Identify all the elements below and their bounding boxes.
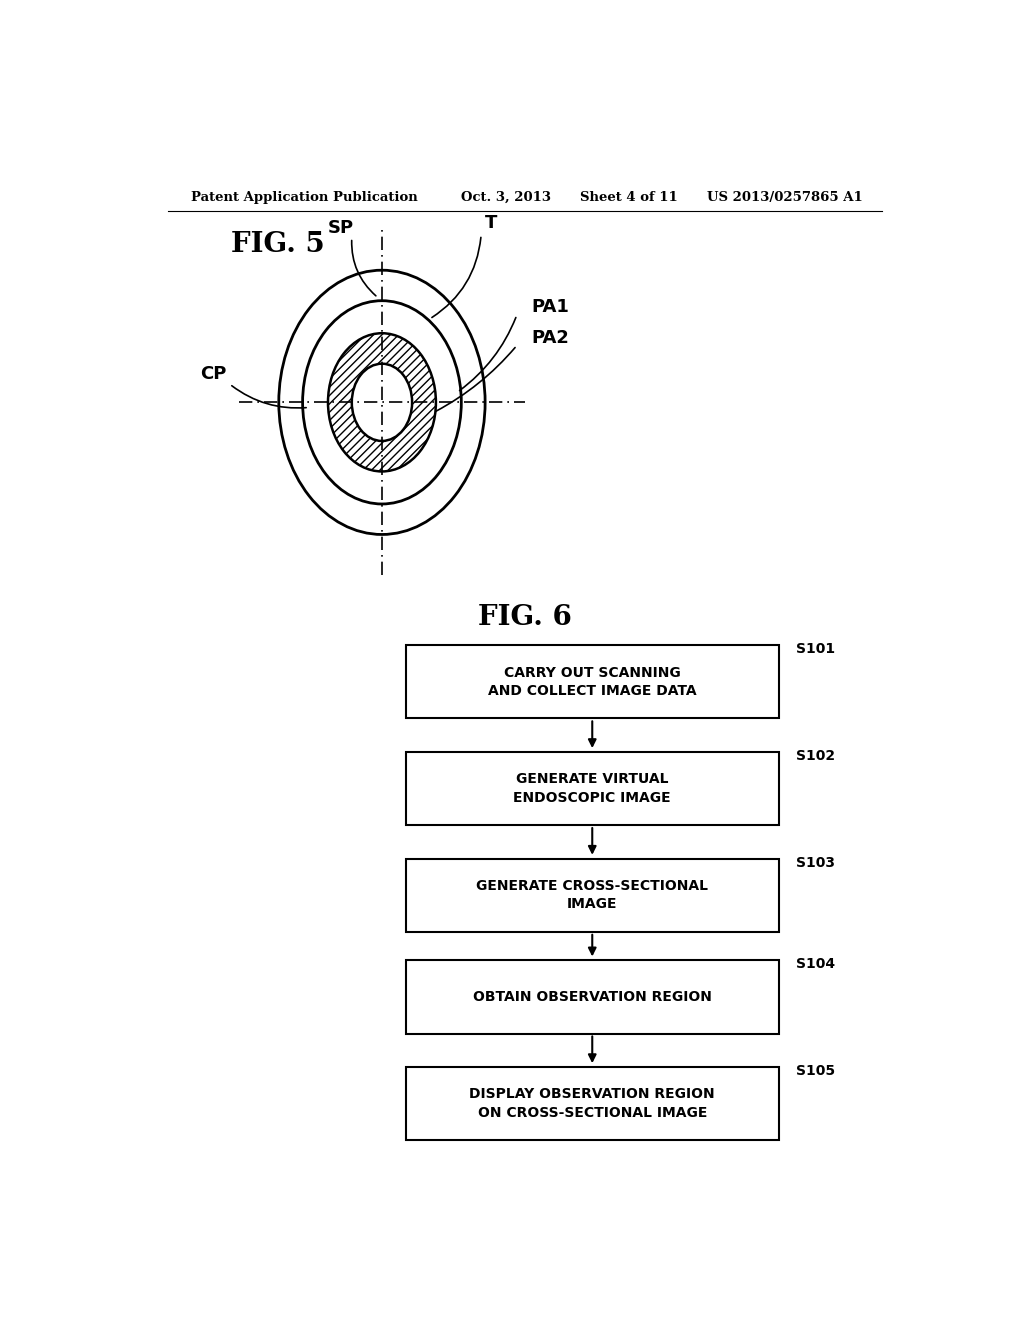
Text: PA1: PA1 bbox=[531, 298, 569, 315]
Text: SP: SP bbox=[328, 219, 353, 236]
Text: DISPLAY OBSERVATION REGION
ON CROSS-SECTIONAL IMAGE: DISPLAY OBSERVATION REGION ON CROSS-SECT… bbox=[469, 1088, 715, 1119]
Circle shape bbox=[279, 271, 485, 535]
Circle shape bbox=[303, 301, 461, 504]
Text: S104: S104 bbox=[797, 957, 836, 972]
Bar bbox=[406, 752, 778, 825]
Text: GENERATE CROSS-SECTIONAL
IMAGE: GENERATE CROSS-SECTIONAL IMAGE bbox=[476, 879, 709, 912]
Text: CP: CP bbox=[201, 364, 227, 383]
Text: S103: S103 bbox=[797, 855, 836, 870]
Text: FIG. 6: FIG. 6 bbox=[478, 605, 571, 631]
Bar bbox=[406, 859, 778, 932]
Text: S101: S101 bbox=[797, 643, 836, 656]
Text: Oct. 3, 2013: Oct. 3, 2013 bbox=[461, 190, 551, 203]
Bar bbox=[406, 645, 778, 718]
Text: FIG. 5: FIG. 5 bbox=[231, 231, 325, 259]
Bar bbox=[406, 961, 778, 1034]
Text: T: T bbox=[485, 214, 498, 232]
Text: CARRY OUT SCANNING
AND COLLECT IMAGE DATA: CARRY OUT SCANNING AND COLLECT IMAGE DAT… bbox=[488, 665, 696, 698]
Circle shape bbox=[352, 364, 412, 441]
Text: S105: S105 bbox=[797, 1064, 836, 1078]
Text: GENERATE VIRTUAL
ENDOSCOPIC IMAGE: GENERATE VIRTUAL ENDOSCOPIC IMAGE bbox=[513, 772, 671, 805]
Text: US 2013/0257865 A1: US 2013/0257865 A1 bbox=[708, 190, 863, 203]
Text: OBTAIN OBSERVATION REGION: OBTAIN OBSERVATION REGION bbox=[473, 990, 712, 1005]
Circle shape bbox=[328, 333, 436, 471]
Bar bbox=[406, 1067, 778, 1140]
Text: S102: S102 bbox=[797, 748, 836, 763]
Text: Sheet 4 of 11: Sheet 4 of 11 bbox=[581, 190, 678, 203]
Text: Patent Application Publication: Patent Application Publication bbox=[191, 190, 418, 203]
Text: PA2: PA2 bbox=[531, 329, 569, 347]
